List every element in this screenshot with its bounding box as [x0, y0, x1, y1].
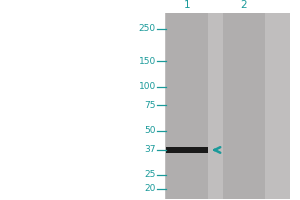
Bar: [167, 147, 208, 153]
Text: 150: 150: [139, 57, 156, 66]
Text: 1: 1: [184, 0, 190, 10]
Text: 20: 20: [145, 184, 156, 193]
Text: 100: 100: [139, 82, 156, 91]
Text: 25: 25: [145, 170, 156, 179]
Text: 75: 75: [145, 101, 156, 110]
Text: 50: 50: [145, 126, 156, 135]
Bar: [223, 13, 265, 199]
Text: 2: 2: [241, 0, 248, 10]
Text: 250: 250: [139, 24, 156, 33]
Bar: [167, 13, 208, 199]
Text: 37: 37: [145, 145, 156, 154]
Bar: [165, 13, 290, 199]
